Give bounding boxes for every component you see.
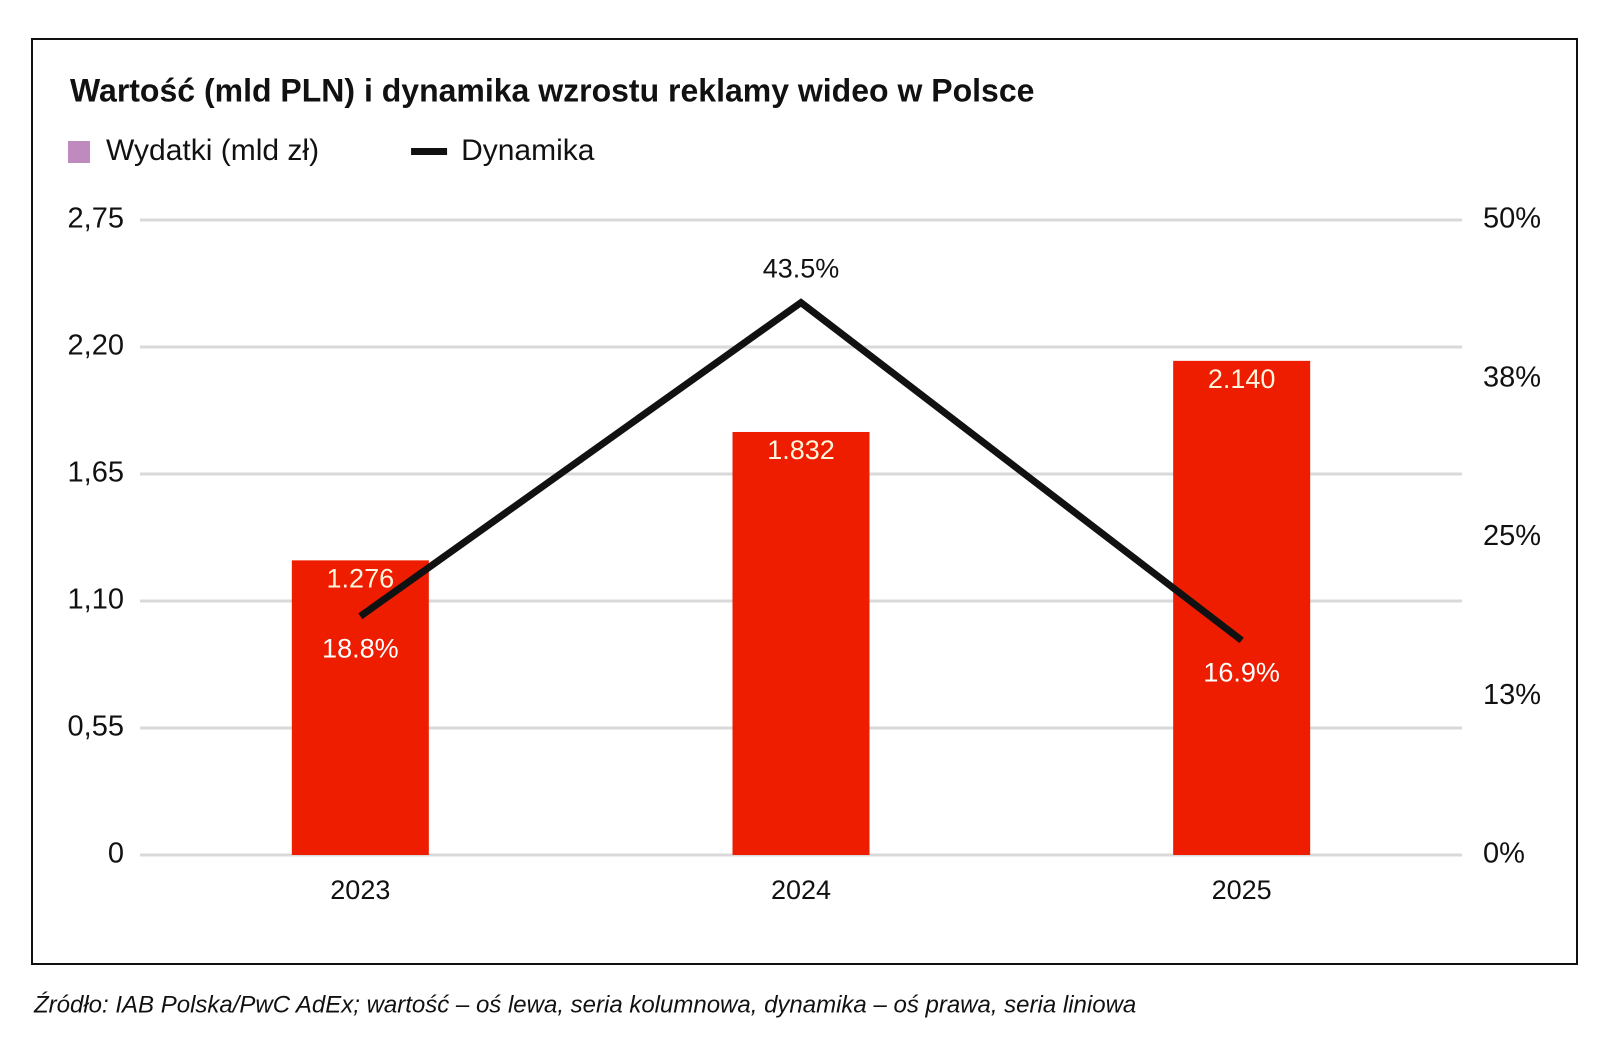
legend-label: Dynamika — [461, 134, 595, 167]
y2-tick-label: 0% — [1483, 838, 1525, 870]
legend-swatch — [68, 141, 90, 163]
chart-title: Wartość (mld PLN) i dynamika wzrostu rek… — [70, 72, 1034, 108]
y-tick-label: 1,65 — [68, 457, 124, 489]
y-tick-label: 2,75 — [68, 203, 124, 235]
source-note: Źródło: IAB Polska/PwC AdEx; wartość – o… — [33, 991, 1136, 1018]
y-tick-label: 0 — [108, 838, 124, 870]
frame — [31, 38, 1578, 965]
legend-swatch — [411, 148, 448, 155]
bar — [732, 431, 870, 855]
value-label: 16.9% — [1203, 657, 1280, 687]
y2-tick-label: 38% — [1483, 361, 1541, 393]
y2-tick-label: 25% — [1483, 520, 1541, 552]
value-label: 43.5% — [763, 254, 840, 284]
x-tick-label: 2023 — [330, 875, 390, 905]
line — [358, 298, 1244, 644]
y-tick-label: 0,55 — [68, 711, 124, 743]
value-label: 1.276 — [327, 563, 395, 593]
x-tick-label: 2024 — [771, 875, 831, 905]
value-label: 1.832 — [767, 435, 835, 465]
y-tick-label: 1,10 — [68, 584, 124, 616]
y2-tick-label: 50% — [1483, 203, 1541, 235]
bar — [291, 560, 429, 855]
y-tick-label: 2,20 — [68, 330, 124, 362]
y2-tick-label: 13% — [1483, 679, 1541, 711]
x-tick-label: 2025 — [1212, 875, 1272, 905]
value-label: 18.8% — [322, 633, 399, 663]
value-label: 2.140 — [1208, 364, 1276, 394]
legend-label: Wydatki (mld zł) — [106, 134, 319, 167]
